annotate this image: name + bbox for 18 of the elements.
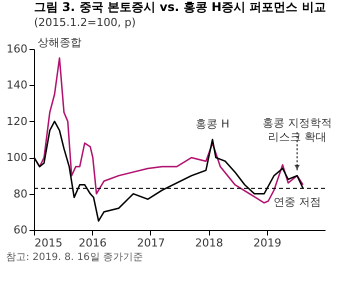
- x-tick-label: 2018: [195, 236, 224, 250]
- y-tick-label: 100: [6, 151, 28, 164]
- text: 참고: 2019. 8. 16일 종가기준: [5, 251, 144, 264]
- chart-title: 그림 3. 중국 본토증시 vs. 홍콩 H증시 퍼포먼스 비교: [34, 0, 326, 14]
- y-tick-label: 80: [14, 187, 28, 200]
- series-label: 상해종합: [38, 36, 82, 50]
- chart-subtitle: (2015.1.2=100, p): [34, 16, 136, 30]
- ref-line-label: 연중 저점: [274, 195, 321, 208]
- y-tick-label: 140: [6, 78, 28, 92]
- x-tick-label: 2017: [136, 236, 165, 250]
- annotation: 홍콩 지정학적 리스크 확대: [262, 116, 332, 144]
- x-tick-label: 2015: [34, 236, 62, 250]
- y-tick-label: 60: [14, 224, 28, 236]
- y-tick-label: 160: [6, 42, 28, 56]
- x-tick-label: 2019: [253, 236, 282, 250]
- y-tick-label: 120: [6, 114, 28, 128]
- series-label: 홍콩 H: [196, 118, 230, 130]
- x-tick-label: 2016: [78, 236, 107, 250]
